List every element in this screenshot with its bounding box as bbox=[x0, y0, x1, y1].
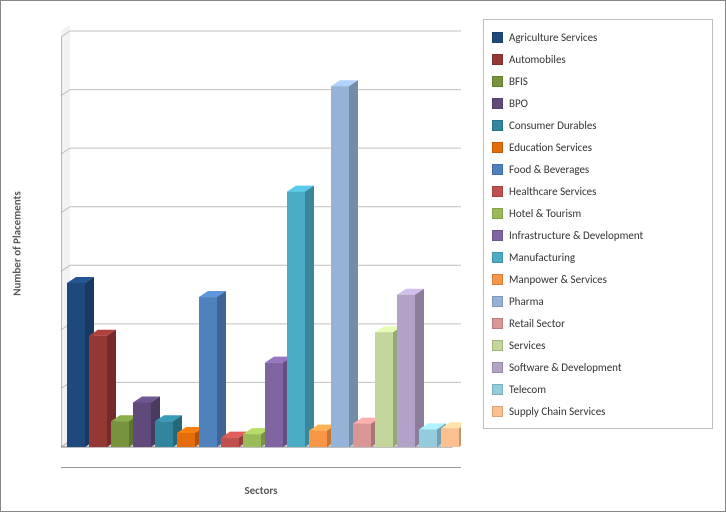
legend-label: Supply Chain Services bbox=[509, 405, 605, 418]
placements-bar-chart: Number of Placements 0501001502002503003… bbox=[0, 0, 726, 512]
legend-label: BPO bbox=[509, 97, 528, 110]
legend-swatch bbox=[492, 32, 503, 43]
bar bbox=[243, 434, 261, 447]
legend-item: Healthcare Services bbox=[492, 180, 704, 202]
legend-swatch bbox=[492, 384, 503, 395]
legend-label: Software & Development bbox=[509, 361, 622, 374]
legend-item: Manufacturing bbox=[492, 246, 704, 268]
bar bbox=[353, 424, 371, 447]
legend-label: Pharma bbox=[509, 295, 544, 308]
bar bbox=[309, 431, 327, 447]
bar-side bbox=[415, 289, 424, 447]
legend-item: Supply Chain Services bbox=[492, 400, 704, 422]
bar-side bbox=[217, 291, 226, 447]
legend-item: Food & Beverages bbox=[492, 158, 704, 180]
legend-label: Services bbox=[509, 339, 545, 352]
bar bbox=[375, 332, 393, 447]
bar bbox=[199, 297, 217, 447]
legend-item: Consumer Durables bbox=[492, 114, 704, 136]
legend-item: BFIS bbox=[492, 70, 704, 92]
legend-swatch bbox=[492, 164, 503, 175]
bar-side bbox=[349, 80, 358, 447]
legend-label: BFIS bbox=[509, 75, 528, 88]
legend-swatch bbox=[492, 406, 503, 417]
legend-label: Retail Sector bbox=[509, 317, 565, 330]
legend-label: Healthcare Services bbox=[509, 185, 596, 198]
legend-label: Food & Beverages bbox=[509, 163, 589, 176]
legend: Agriculture Services Automobiles BFIS BPO Co… bbox=[483, 19, 713, 429]
bar bbox=[155, 421, 173, 447]
legend-label: Telecom bbox=[509, 383, 546, 396]
legend-swatch bbox=[492, 318, 503, 329]
bar bbox=[331, 86, 349, 447]
plot-area: 050100150200250300350 bbox=[61, 19, 461, 468]
legend-item: Pharma bbox=[492, 290, 704, 312]
legend-swatch bbox=[492, 186, 503, 197]
bar bbox=[265, 363, 283, 447]
bar bbox=[397, 295, 415, 447]
legend-item: Infrastructure & Development bbox=[492, 224, 704, 246]
legend-swatch bbox=[492, 252, 503, 263]
x-axis-title: Sectors bbox=[61, 484, 461, 497]
y-axis-title: Number of Placements bbox=[9, 19, 25, 467]
legend-item: Hotel & Tourism bbox=[492, 202, 704, 224]
bar bbox=[419, 429, 437, 447]
legend-label: Infrastructure & Development bbox=[509, 229, 643, 242]
bar bbox=[177, 433, 195, 447]
y-axis-title-text: Number of Placements bbox=[11, 191, 24, 295]
bar bbox=[441, 428, 459, 447]
legend-swatch bbox=[492, 76, 503, 87]
legend-label: Manpower & Services bbox=[509, 273, 607, 286]
legend-label: Manufacturing bbox=[509, 251, 575, 264]
legend-swatch bbox=[492, 142, 503, 153]
legend-label: Agriculture Services bbox=[509, 31, 597, 44]
legend-swatch bbox=[492, 274, 503, 285]
bar bbox=[67, 283, 85, 447]
bar bbox=[133, 402, 151, 447]
bar bbox=[287, 192, 305, 447]
legend-item: Automobiles bbox=[492, 48, 704, 70]
legend-swatch bbox=[492, 362, 503, 373]
legend-item: BPO bbox=[492, 92, 704, 114]
legend-swatch bbox=[492, 208, 503, 219]
legend-label: Consumer Durables bbox=[509, 119, 597, 132]
legend-swatch bbox=[492, 340, 503, 351]
legend-label: Hotel & Tourism bbox=[509, 207, 581, 220]
legend-label: Education Services bbox=[509, 141, 592, 154]
legend-swatch bbox=[492, 296, 503, 307]
legend-item: Retail Sector bbox=[492, 312, 704, 334]
legend-item: Manpower & Services bbox=[492, 268, 704, 290]
legend-swatch bbox=[492, 120, 503, 131]
legend-swatch bbox=[492, 230, 503, 241]
bar bbox=[89, 336, 107, 447]
bar bbox=[221, 438, 239, 447]
bar bbox=[111, 421, 129, 447]
legend-item: Education Services bbox=[492, 136, 704, 158]
legend-item: Software & Development bbox=[492, 356, 704, 378]
legend-swatch bbox=[492, 54, 503, 65]
legend-item: Telecom bbox=[492, 378, 704, 400]
legend-label: Automobiles bbox=[509, 53, 566, 66]
legend-item: Services bbox=[492, 334, 704, 356]
legend-item: Agriculture Services bbox=[492, 26, 704, 48]
bar-side bbox=[305, 186, 314, 447]
legend-swatch bbox=[492, 98, 503, 109]
